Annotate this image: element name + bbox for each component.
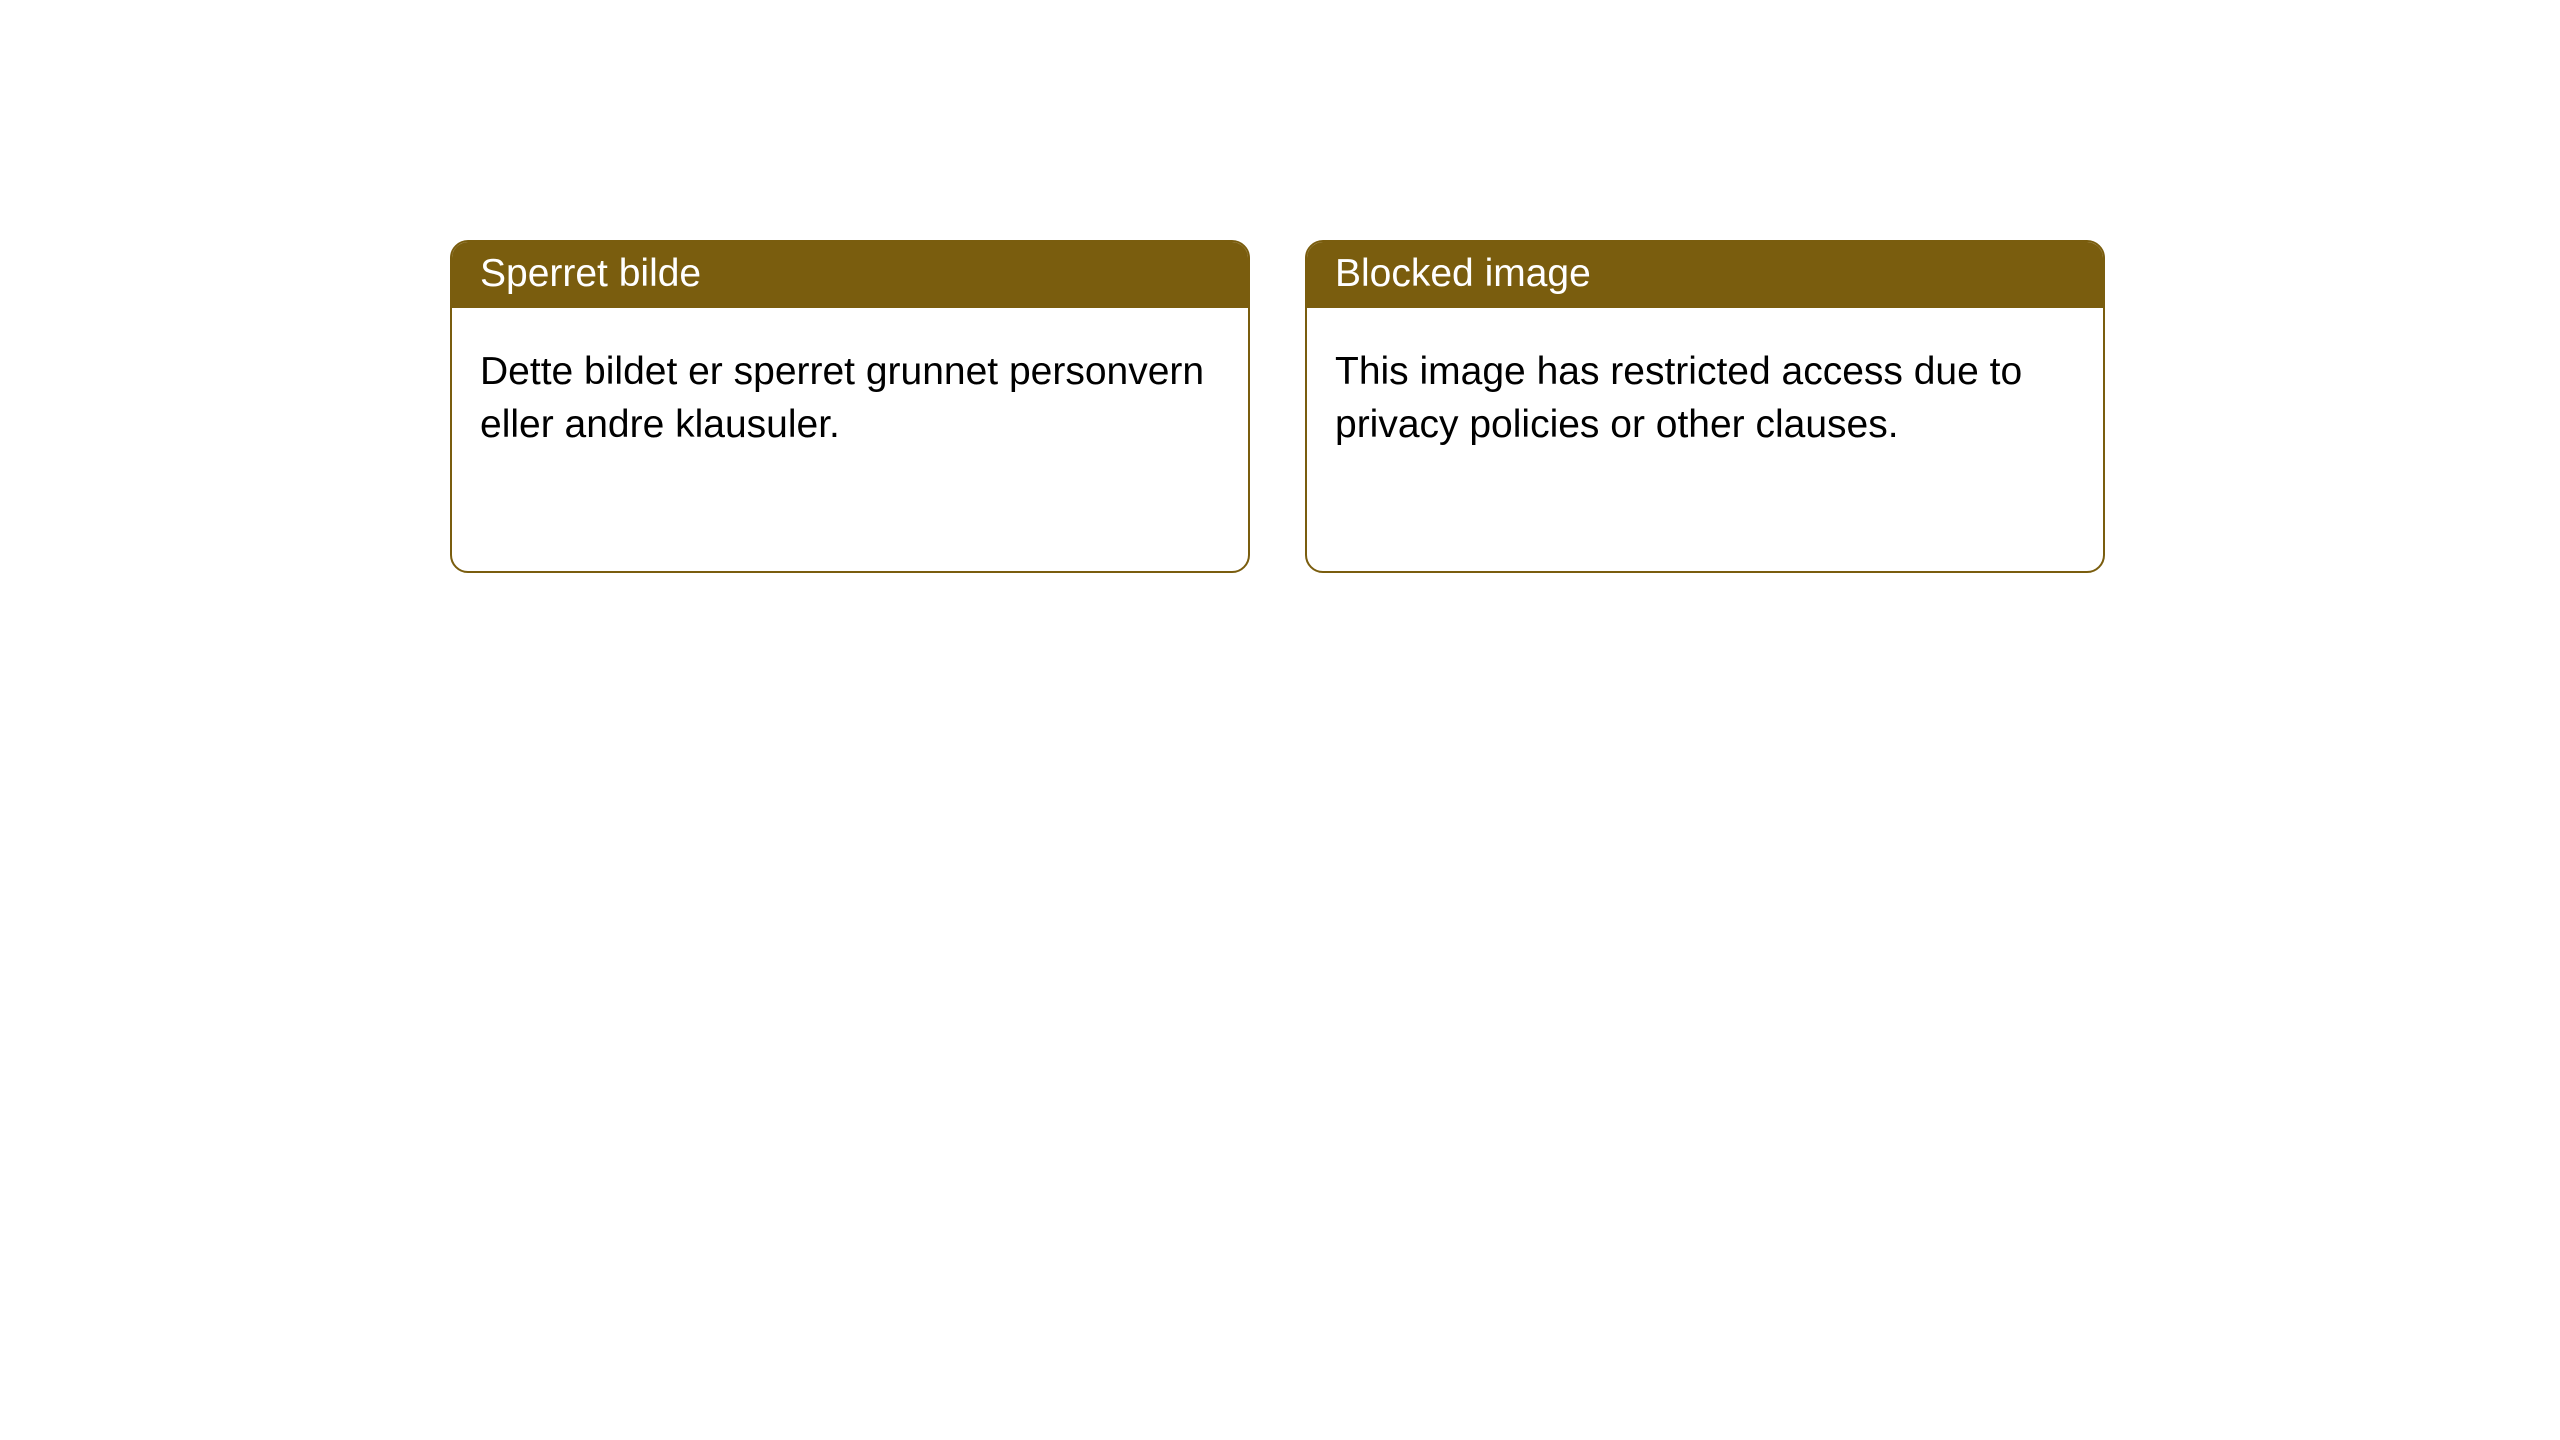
notice-card-english: Blocked image This image has restricted … <box>1305 240 2105 573</box>
notice-title: Sperret bilde <box>452 242 1248 308</box>
notice-card-norwegian: Sperret bilde Dette bildet er sperret gr… <box>450 240 1250 573</box>
notice-body: This image has restricted access due to … <box>1307 308 2103 479</box>
notice-title: Blocked image <box>1307 242 2103 308</box>
notice-container: Sperret bilde Dette bildet er sperret gr… <box>0 0 2560 573</box>
notice-body: Dette bildet er sperret grunnet personve… <box>452 308 1248 479</box>
